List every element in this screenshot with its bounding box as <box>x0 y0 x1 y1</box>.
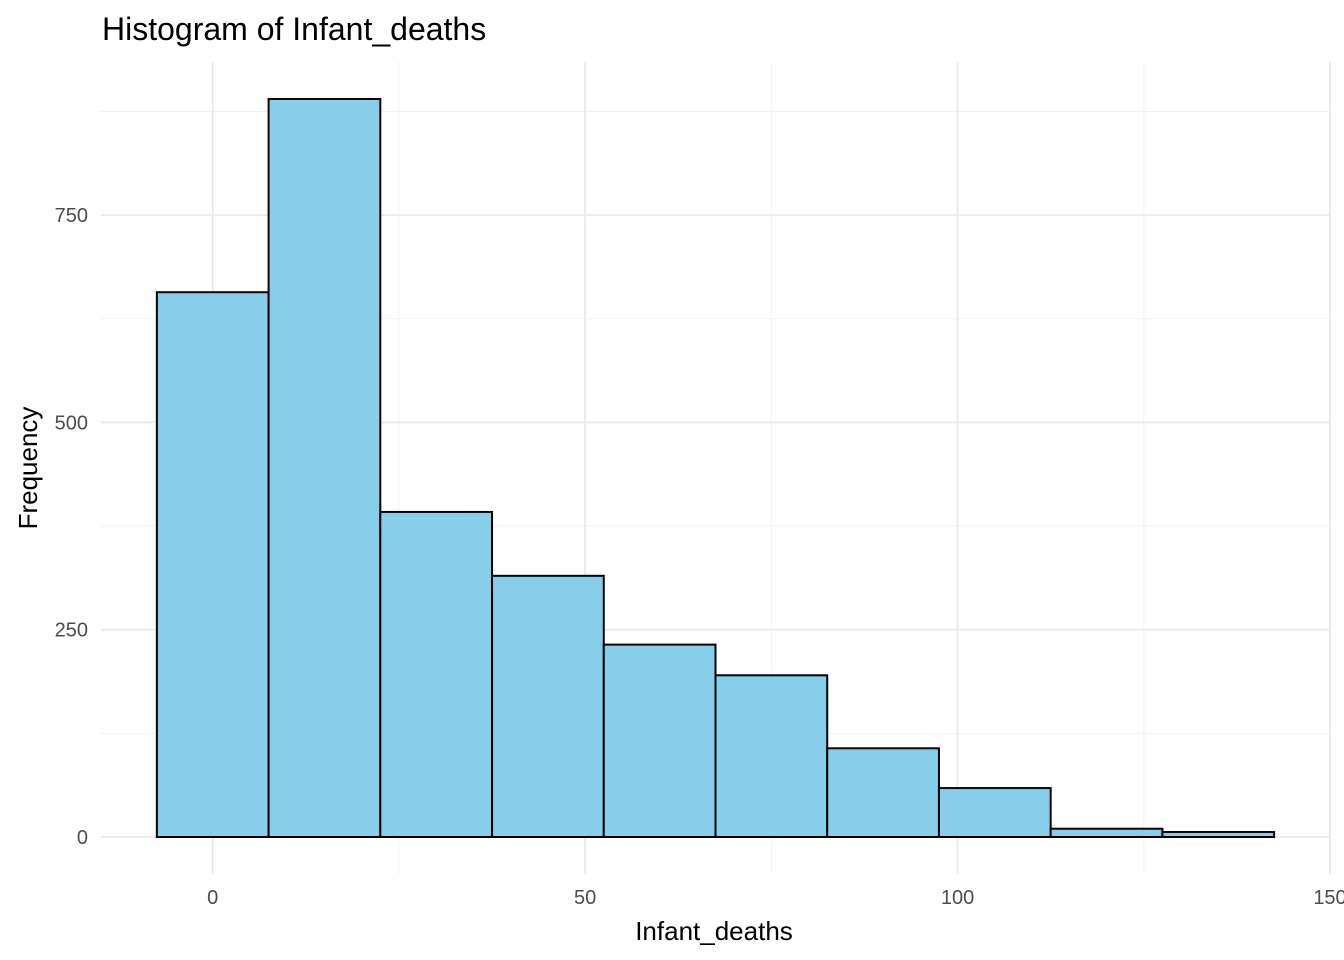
histogram-bars <box>155 98 1276 839</box>
x-tick-label: 100 <box>941 887 974 909</box>
x-tick-label: 150 <box>1313 887 1344 909</box>
histogram-bar <box>1161 831 1276 838</box>
y-axis-title: Frequency <box>13 407 43 530</box>
y-tick-label: 0 <box>77 827 88 849</box>
histogram-bar <box>379 510 494 838</box>
histogram-bar <box>267 98 382 838</box>
histogram-bar <box>155 291 270 839</box>
x-axis-ticks: 0 50 100 150 <box>207 887 1344 909</box>
x-tick-label: 0 <box>207 887 218 909</box>
y-axis-ticks: 0 250 500 750 <box>55 205 88 849</box>
y-tick-label: 750 <box>55 205 88 227</box>
x-tick-label: 50 <box>574 887 596 909</box>
chart-title: Histogram of Infant_deaths <box>102 11 486 47</box>
y-tick-label: 500 <box>55 412 88 434</box>
histogram-bar <box>602 643 717 839</box>
histogram-bar <box>491 574 605 838</box>
histogram-bar <box>937 787 1052 839</box>
histogram-bar <box>1049 827 1164 839</box>
histogram-bar <box>714 674 829 838</box>
x-axis-title: Infant_deaths <box>635 916 793 946</box>
histogram-bar <box>826 747 940 839</box>
y-tick-label: 250 <box>55 620 88 642</box>
